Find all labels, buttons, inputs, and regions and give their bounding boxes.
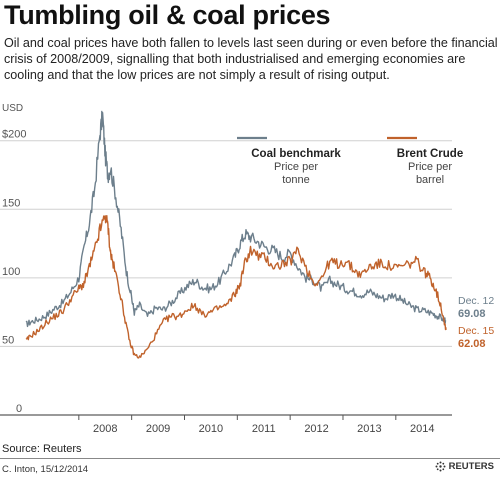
legend-unit-line: barrel [416,174,444,186]
legend-unit-line: Price per [408,161,452,173]
grid [0,140,452,347]
chart-subtitle: Oil and coal prices have both fallen to … [4,36,498,82]
legend-label-coal: Coal benchmark [251,148,341,160]
end-date-label: Dec. 15 [458,325,494,337]
x-tick-label: 2011 [252,423,276,435]
credit-line: C. Inton, 15/12/2014 [2,464,89,475]
x-tick-label: 2012 [304,423,328,435]
legend-unit-line: tonne [282,174,310,186]
y-tick-label: 50 [2,334,14,346]
axes: 0 50 100 150 $200 USD 2008 2009 2010 2011 2012 2013… [0,103,452,435]
brent-series-line [25,215,447,359]
x-tick-label: 2009 [146,423,170,435]
chart-area: 0 50 100 150 $200 USD 2008 2009 2010 2011 2012 2013… [0,103,494,435]
y-tick-label: 150 [2,197,20,209]
y-axis-label: USD [2,103,23,114]
x-tick-label: 2010 [199,423,223,435]
chart-title: Tumbling oil & coal prices [4,0,331,30]
x-tick-label: 2013 [357,423,381,435]
coal-series-line [25,110,447,328]
series-lines [25,110,447,359]
end-value-label: 69.08 [458,308,486,320]
y-tick-label: 0 [16,403,22,415]
footer-divider [0,458,500,459]
end-date-label: Dec. 12 [458,295,494,307]
end-value-label: 62.08 [458,338,486,350]
reuters-logo: REUTERS [435,461,494,472]
x-tick-label: 2008 [93,423,117,435]
source-note: Source: Reuters [2,443,82,455]
y-tick-label: 100 [2,266,20,278]
reuters-logo-text: REUTERS [448,461,494,472]
legend-label-brent: Brent Crude [397,148,463,160]
reuters-logo-icon [435,461,446,472]
legend-unit-line: Price per [274,161,318,173]
y-tick-label: $200 [2,129,26,141]
x-tick-label: 2014 [410,423,434,435]
